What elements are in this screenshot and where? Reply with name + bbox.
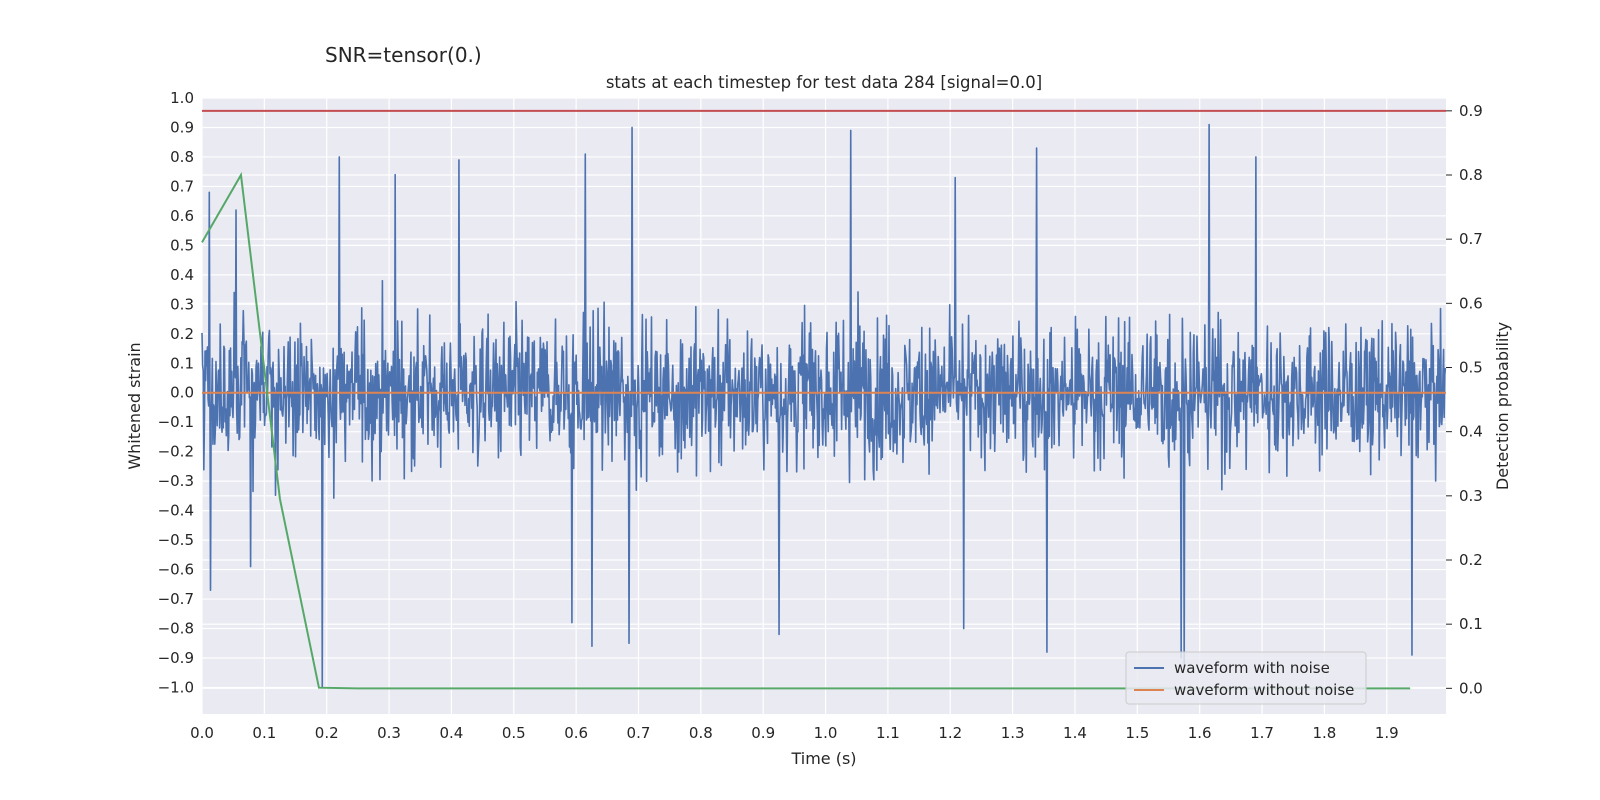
x-tick-label: 0.8 bbox=[689, 724, 713, 742]
x-tick-label: 1.4 bbox=[1063, 724, 1087, 742]
y-tick-label: 0.5 bbox=[170, 236, 194, 254]
x-tick-label: 0.4 bbox=[439, 724, 463, 742]
chart-title: stats at each timestep for test data 284… bbox=[606, 73, 1042, 92]
x-tick-label: 1.5 bbox=[1125, 724, 1149, 742]
x-tick-label: 0.9 bbox=[751, 724, 775, 742]
x-tick-label: 1.7 bbox=[1250, 724, 1274, 742]
y-tick-label: −0.1 bbox=[158, 413, 194, 431]
y2-tick-label: 0.8 bbox=[1459, 166, 1483, 184]
x-axis-label: Time (s) bbox=[790, 749, 856, 768]
legend-box bbox=[1125, 651, 1367, 705]
y-axis-label: Whitened strain bbox=[125, 342, 144, 469]
x-tick-label: 1.8 bbox=[1312, 724, 1336, 742]
y-tick-label: −0.3 bbox=[158, 472, 194, 490]
y2-tick-label: 0.4 bbox=[1459, 423, 1483, 441]
y-tick-label: 0.6 bbox=[170, 207, 194, 225]
x-tick-label: 0.7 bbox=[627, 724, 651, 742]
y-tick-label: 1.0 bbox=[170, 89, 194, 107]
y-tick-label: −0.4 bbox=[158, 502, 194, 520]
y-tick-label: −0.5 bbox=[158, 531, 194, 549]
x-tick-label: 0.0 bbox=[190, 724, 214, 742]
plot-area bbox=[201, 97, 1447, 714]
legend-entry-label: waveform without noise bbox=[1174, 681, 1354, 699]
series-detection-probability bbox=[201, 171, 1411, 690]
y-tick-label: −1.0 bbox=[158, 678, 194, 696]
y2-tick-label: 0.5 bbox=[1459, 359, 1483, 377]
series-waveform-with-noise bbox=[201, 123, 1447, 689]
legend: waveform with noise waveform without nois… bbox=[1125, 651, 1367, 705]
y-tick-label: 0.3 bbox=[170, 295, 194, 313]
x-tick-label: 0.6 bbox=[564, 724, 588, 742]
y-tick-label: −0.9 bbox=[158, 649, 194, 667]
x-tick-label: 1.2 bbox=[938, 724, 962, 742]
figure-suptitle: SNR=tensor(0.) bbox=[325, 43, 482, 67]
x-tick-label: 0.1 bbox=[252, 724, 276, 742]
y2-tick-label: 0.9 bbox=[1459, 102, 1483, 120]
y-tick-label: −0.6 bbox=[158, 561, 194, 579]
x-tick-label: 1.3 bbox=[1001, 724, 1025, 742]
y2-tick-label: 0.2 bbox=[1459, 551, 1483, 569]
y-tick-label: 0.7 bbox=[170, 177, 194, 195]
y-tick-label: −0.2 bbox=[158, 443, 194, 461]
x-tick-label: 1.0 bbox=[814, 724, 838, 742]
x-tick-label: 1.1 bbox=[876, 724, 900, 742]
y-tick-label: 0.9 bbox=[170, 118, 194, 136]
x-tick-label: 0.3 bbox=[377, 724, 401, 742]
x-tick-label: 1.9 bbox=[1375, 724, 1399, 742]
y-tick-label: 0.4 bbox=[170, 266, 194, 284]
y-tick-label: 0.2 bbox=[170, 325, 194, 343]
y-tick-label: 0.0 bbox=[170, 384, 194, 402]
x-tick-label: 0.2 bbox=[315, 724, 339, 742]
x-tick-label: 1.6 bbox=[1188, 724, 1212, 742]
y2-tick-label: 0.1 bbox=[1459, 615, 1483, 633]
x-tick-label: 0.5 bbox=[502, 724, 526, 742]
legend-entry-label: waveform with noise bbox=[1174, 659, 1330, 677]
y2-axis-label: Detection probability bbox=[1493, 322, 1512, 490]
y2-tick-label: 0.6 bbox=[1459, 294, 1483, 312]
y-tick-label: −0.7 bbox=[158, 590, 194, 608]
y-tick-label: 0.1 bbox=[170, 354, 194, 372]
y-tick-label: 0.8 bbox=[170, 148, 194, 166]
y2-tick-label: 0.0 bbox=[1459, 679, 1483, 697]
y-tick-label: −0.8 bbox=[158, 620, 194, 638]
y2-tick-label: 0.3 bbox=[1459, 487, 1483, 505]
y2-tick-label: 0.7 bbox=[1459, 230, 1483, 248]
